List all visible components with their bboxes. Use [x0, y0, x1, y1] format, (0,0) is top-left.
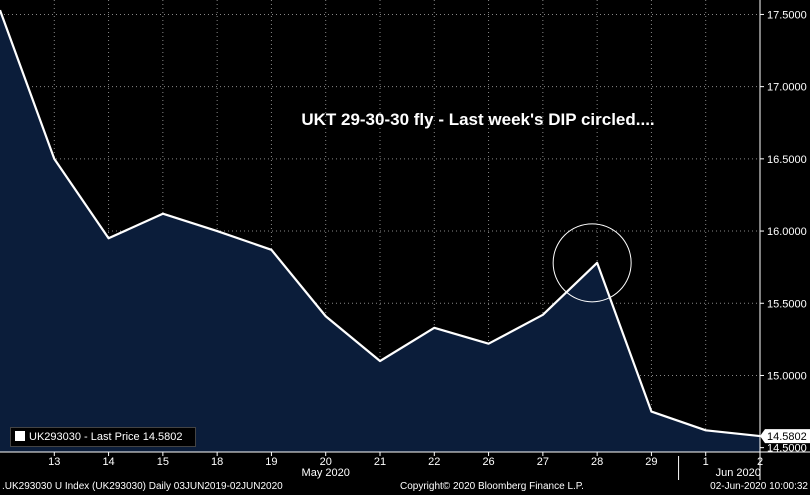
legend-swatch [15, 431, 25, 441]
y-tick-label: 17.0000 [767, 82, 807, 94]
footer-security: .UK293030 U Index (UK293030) Daily 03JUN… [2, 481, 283, 492]
last-price-label: 14.5802 [767, 431, 807, 443]
y-tick-label: 15.5000 [767, 298, 807, 310]
x-tick-label: 19 [265, 456, 277, 468]
x-tick-label: 21 [374, 456, 386, 468]
x-tick-label: 14 [102, 456, 114, 468]
annotation-circle [552, 223, 632, 303]
series-area [0, 10, 760, 453]
x-tick-label: 15 [157, 456, 169, 468]
month-label: May 2020 [302, 467, 350, 479]
x-tick-label: 29 [645, 456, 657, 468]
last-price-box [760, 429, 810, 444]
x-tick-label: 27 [537, 456, 549, 468]
y-tick-label: 15.0000 [767, 370, 807, 382]
x-tick-label: 20 [320, 456, 332, 468]
x-tick-label: 22 [428, 456, 440, 468]
footer-timestamp: 02-Jun-2020 10:00:32 [710, 481, 808, 492]
legend-label: UK293030 - Last Price 14.5802 [29, 431, 183, 443]
x-tick-label: 1 [703, 456, 709, 468]
y-tick-label: 14.5000 [767, 443, 807, 455]
footer: .UK293030 U Index (UK293030) Daily 03JUN… [0, 480, 810, 495]
x-tick-label: 2 [757, 456, 763, 468]
y-tick-label: 16.0000 [767, 226, 807, 238]
footer-copyright: Copyright© 2020 Bloomberg Finance L.P. [400, 481, 584, 492]
legend: UK293030 - Last Price 14.5802 [10, 427, 196, 447]
series-line [0, 9, 761, 438]
annotation-text: UKT 29-30-30 fly - Last week's DIP circl… [301, 110, 654, 129]
month-label: Jun 2020 [716, 467, 761, 479]
x-tick-label: 28 [591, 456, 603, 468]
y-tick-label: 16.5000 [767, 154, 807, 166]
price-chart: 14.5000 15.0000 15.5000 16.0000 16.5000 17.00… [0, 0, 810, 480]
x-tick-label: 18 [211, 456, 223, 468]
x-tick-label: 13 [48, 456, 60, 468]
y-tick-label: 17.5000 [767, 9, 807, 21]
x-tick-label: 26 [482, 456, 494, 468]
